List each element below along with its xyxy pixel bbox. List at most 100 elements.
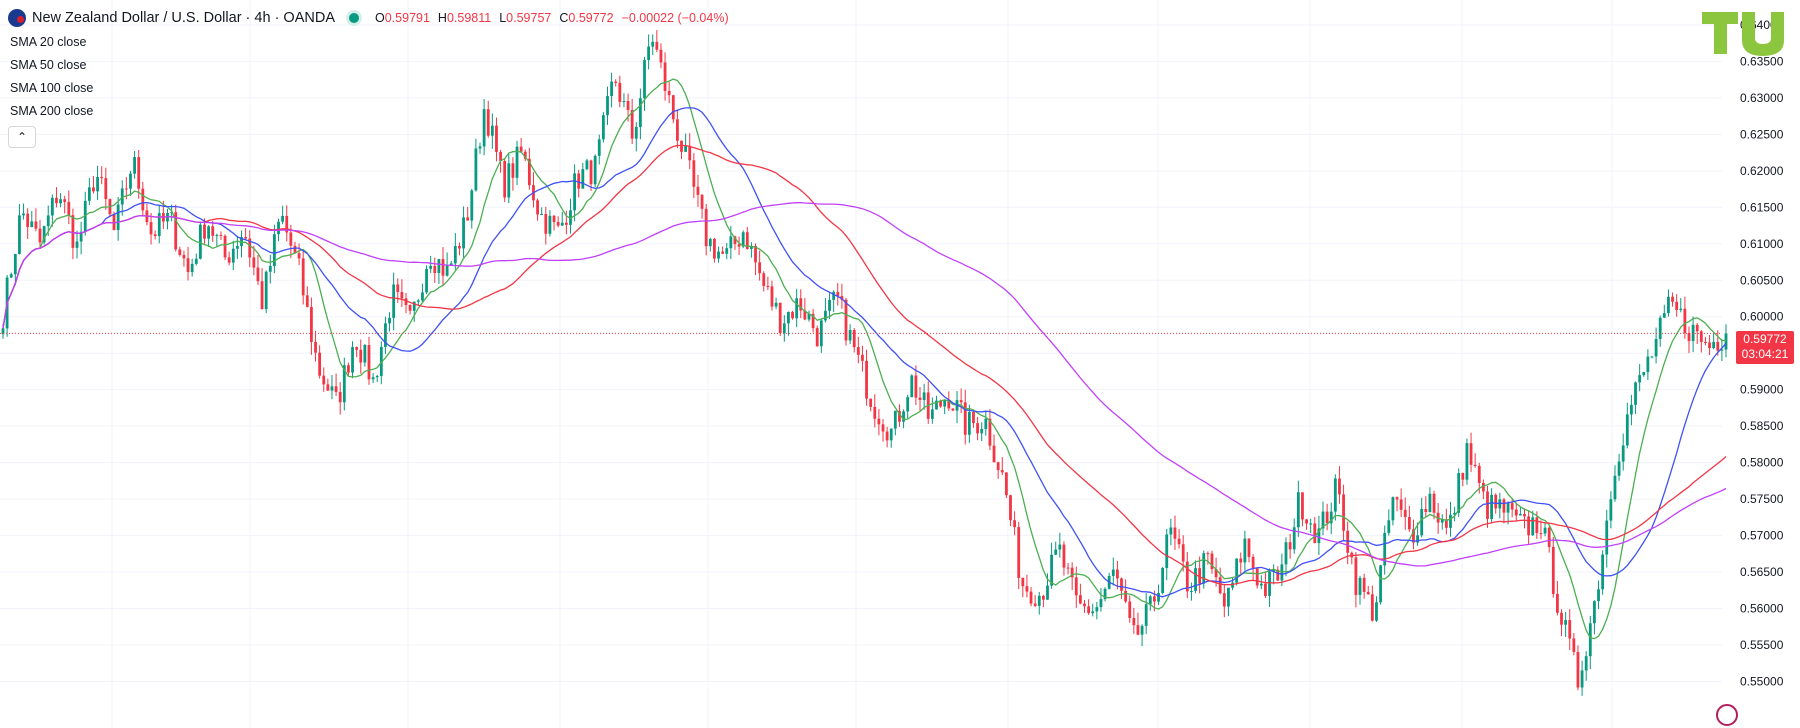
candle-body: [112, 214, 116, 231]
price-tick-label: 0.59000: [1740, 383, 1784, 397]
candle: [495, 117, 498, 162]
candle-body: [569, 210, 572, 225]
candlestick-series: [1, 30, 1728, 696]
candle-body: [1543, 527, 1547, 534]
candle-body: [429, 265, 433, 269]
candle: [556, 216, 560, 228]
candle: [1362, 573, 1366, 599]
candle: [301, 250, 305, 305]
candle-body: [1712, 341, 1716, 348]
candle-body: [1679, 308, 1683, 310]
candle-body: [198, 224, 202, 259]
candle-body: [1420, 509, 1424, 536]
candle: [1605, 509, 1609, 568]
tradingview-badge-icon[interactable]: [1716, 704, 1738, 726]
candle-body: [1514, 509, 1518, 516]
candle: [1630, 394, 1633, 426]
candle-body: [832, 291, 836, 300]
candle: [589, 159, 593, 191]
candle: [1679, 298, 1683, 313]
candle-body: [248, 238, 252, 258]
candle-body: [470, 190, 474, 221]
indicator-sma-100[interactable]: SMA 100 close: [10, 81, 94, 95]
candle-body: [1264, 583, 1267, 596]
candle-body: [992, 445, 996, 463]
candle: [34, 208, 38, 232]
candle: [918, 387, 922, 412]
candle-body: [902, 411, 905, 422]
candle-body: [1140, 625, 1144, 635]
candle-body: [852, 330, 856, 348]
candle: [511, 157, 515, 191]
candle-body: [1444, 519, 1448, 528]
candle-body: [486, 109, 490, 136]
candle: [38, 220, 42, 249]
candle: [1597, 580, 1600, 610]
candle-body: [1527, 516, 1531, 536]
candle-body: [1132, 618, 1136, 626]
candle-body: [1222, 593, 1226, 607]
candle-body: [1502, 499, 1506, 513]
candle: [466, 207, 470, 221]
candle-body: [1206, 553, 1210, 555]
candle-body: [1403, 509, 1407, 518]
price-tick-label: 0.56000: [1740, 602, 1784, 616]
candle: [1313, 517, 1317, 544]
candle: [1350, 551, 1354, 565]
candle: [865, 349, 868, 406]
candle: [1058, 532, 1062, 558]
indicator-sma-20[interactable]: SMA 20 close: [10, 35, 87, 49]
candle-body: [404, 298, 408, 305]
candle-body: [1490, 494, 1494, 519]
market-status-icon[interactable]: [349, 13, 359, 23]
symbol-title[interactable]: New Zealand Dollar / U.S. Dollar · 4h · …: [32, 10, 335, 26]
candle: [819, 318, 823, 353]
candle: [482, 99, 486, 156]
candle-body: [1198, 568, 1202, 584]
candle: [137, 149, 141, 199]
candle: [532, 172, 535, 208]
candle: [240, 230, 243, 258]
candle-body: [334, 386, 338, 392]
candle: [943, 399, 947, 415]
indicator-sma-50[interactable]: SMA 50 close: [10, 58, 87, 72]
nzd-usd-flag-icon: [8, 9, 26, 27]
candle: [59, 193, 62, 208]
candle: [1642, 371, 1646, 377]
candle: [63, 195, 67, 214]
candle-body: [1296, 492, 1300, 528]
candle: [375, 374, 379, 383]
candle-body: [959, 400, 963, 403]
candle: [1078, 583, 1082, 605]
candle: [980, 422, 984, 442]
candle: [1136, 612, 1140, 636]
candle: [264, 270, 268, 314]
candle-body: [865, 360, 868, 399]
candle-body: [499, 151, 502, 162]
candle: [359, 339, 363, 374]
candle-body: [186, 258, 190, 273]
candle-body: [972, 411, 975, 424]
indicator-sma-200[interactable]: SMA 200 close: [10, 104, 94, 118]
candle: [1617, 453, 1621, 481]
candle: [754, 243, 757, 276]
candle-body: [79, 231, 83, 242]
candle-body: [371, 377, 375, 380]
candle-body: [1292, 527, 1296, 550]
candle-body: [273, 234, 276, 267]
candle-body: [1103, 588, 1107, 600]
candle: [334, 373, 338, 396]
candle-body: [1259, 583, 1263, 586]
candle: [910, 374, 914, 398]
candle-body: [585, 160, 589, 170]
candle-body: [1704, 341, 1707, 343]
price-axis[interactable]: 0.640000.635000.630000.625000.620000.615…: [1740, 18, 1784, 689]
candle: [606, 86, 609, 125]
candle: [1050, 542, 1054, 589]
candle-body: [873, 406, 877, 419]
candle: [1190, 582, 1193, 601]
collapse-legend-button[interactable]: ⌃: [8, 126, 36, 148]
candle-body: [400, 292, 404, 299]
candle-body: [1465, 443, 1469, 480]
